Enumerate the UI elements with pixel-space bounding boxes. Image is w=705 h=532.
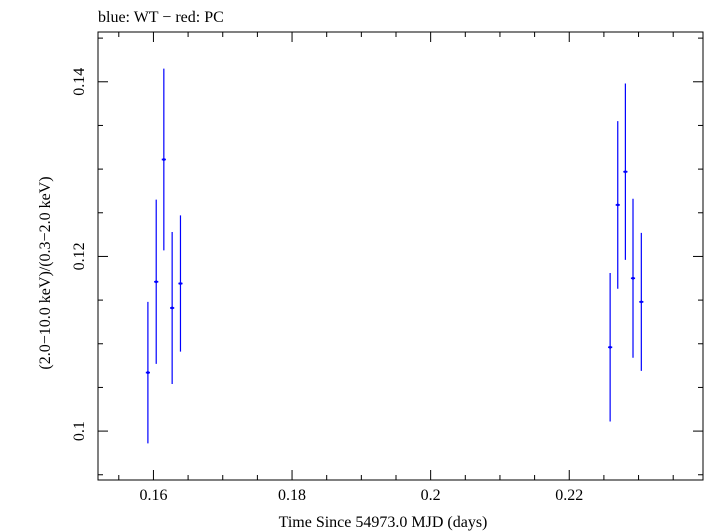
x-tick-label: 0.16 [139,487,167,504]
data-point [154,199,159,364]
point-marker [179,282,182,285]
point-marker [162,158,166,161]
y-tick-label: 0.1 [71,421,88,441]
data-point [178,215,183,352]
data-point [623,83,628,260]
point-marker [639,300,643,304]
point-marker [170,306,174,310]
data-point [170,231,175,384]
point-marker [146,371,150,374]
x-tick-label: 0.18 [278,487,306,504]
chart-title: blue: WT − red: PC [98,9,224,26]
x-tick-label: 0.2 [421,487,441,504]
plot-frame [97,31,704,481]
data-point [639,232,644,371]
data-points [145,68,644,444]
data-point [608,273,613,422]
data-point [145,301,150,444]
data-point [161,68,166,251]
x-axis-label: Time Since 54973.0 MJD (days) [279,514,488,531]
y-tick-label: 0.12 [71,242,88,270]
data-point [615,121,620,289]
y-axis-label: (2.0−10.0 keV)/(0.3−2.0 keV) [37,176,54,369]
tick-labels: 0.16 0.18 0.2 0.22 0.1 0.12 0.14 [71,68,583,504]
data-point [630,198,636,358]
point-marker [154,280,158,284]
point-marker [631,276,635,280]
point-marker [616,203,620,207]
point-marker [608,345,612,349]
point-marker [623,170,627,174]
x-tick-label: 0.22 [555,487,583,504]
y-tick-label: 0.14 [71,68,88,96]
axis-ticks [98,32,703,480]
